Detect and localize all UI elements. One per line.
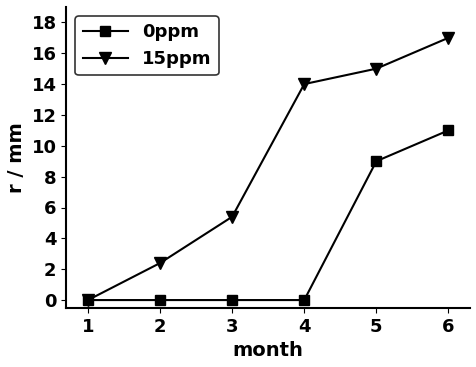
0ppm <box>301 298 307 302</box>
Legend: 0ppm, 15ppm: 0ppm, 15ppm <box>75 16 218 76</box>
15ppm <box>157 261 163 265</box>
15ppm <box>229 215 235 219</box>
0ppm <box>157 298 163 302</box>
X-axis label: month: month <box>232 341 303 360</box>
15ppm <box>301 82 307 86</box>
0ppm <box>229 298 235 302</box>
Line: 15ppm: 15ppm <box>81 32 454 306</box>
15ppm <box>445 36 450 40</box>
0ppm <box>373 159 378 163</box>
15ppm <box>373 66 378 71</box>
Line: 0ppm: 0ppm <box>83 126 452 305</box>
0ppm <box>445 128 450 132</box>
0ppm <box>85 298 90 302</box>
15ppm <box>85 298 90 302</box>
Y-axis label: r / mm: r / mm <box>7 122 26 193</box>
